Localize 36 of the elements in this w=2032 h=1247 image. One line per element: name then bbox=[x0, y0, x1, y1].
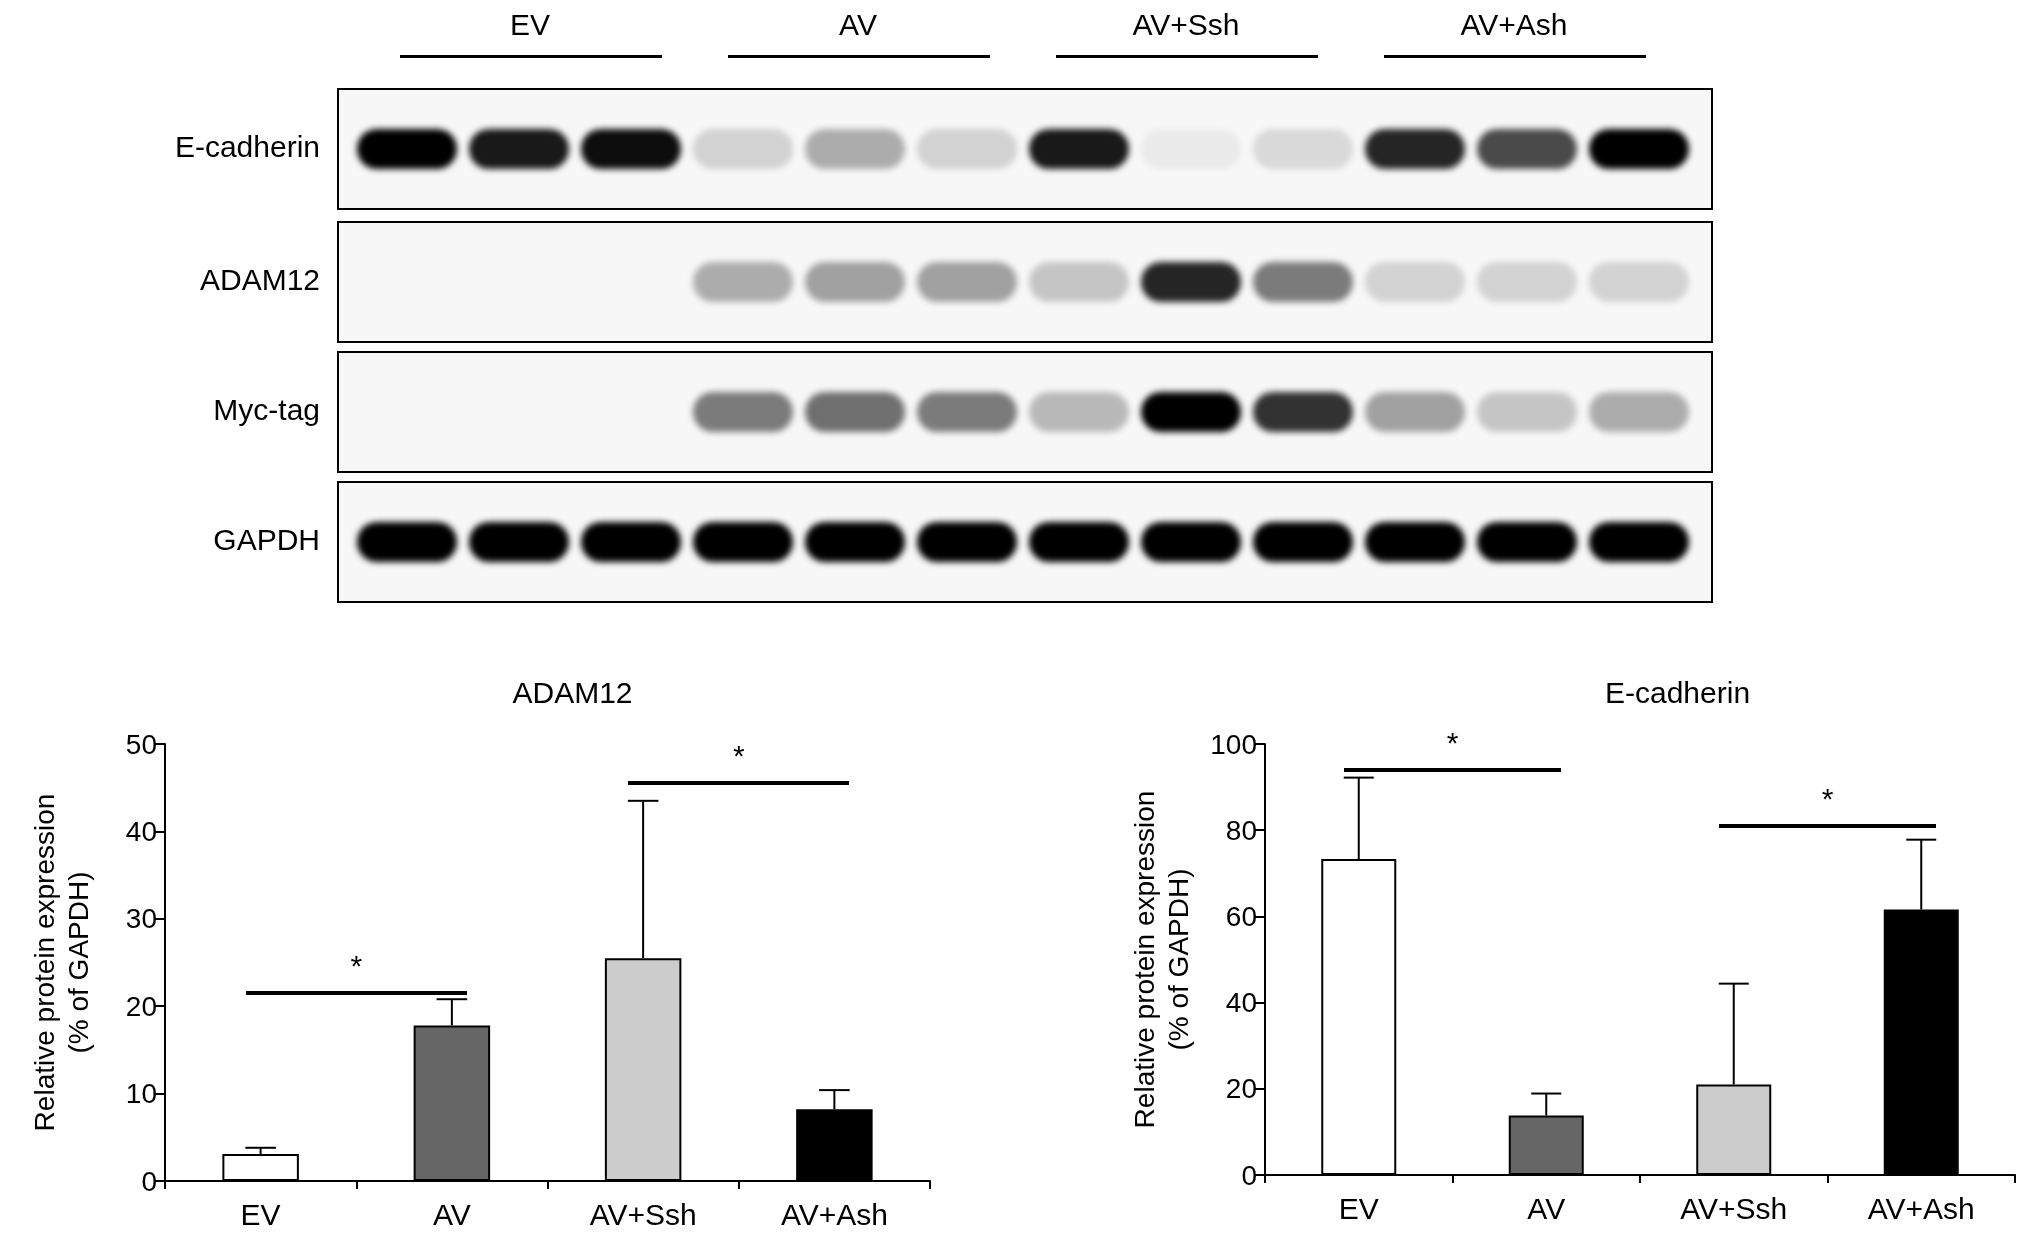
text: AV bbox=[838, 8, 878, 42]
x-tick-label: AV+Ssh bbox=[589, 1197, 697, 1231]
x-tick-label: AV bbox=[432, 1197, 471, 1231]
text: GAPDH bbox=[212, 523, 320, 557]
x-tick-label: AV+Ash bbox=[1867, 1191, 1975, 1225]
x-tick-label: EV bbox=[1338, 1191, 1379, 1225]
x-tick-label: EV bbox=[240, 1197, 281, 1231]
y-tick-label: 100 bbox=[1210, 728, 1257, 760]
text: EV bbox=[509, 8, 551, 42]
text: Myc-tag bbox=[212, 393, 320, 427]
x-tick-label: AV+Ash bbox=[780, 1197, 888, 1231]
y-axis-title: Relative protein expression (% of GAPDH) bbox=[1128, 790, 1194, 1129]
text: AV+Ssh bbox=[1131, 8, 1241, 42]
y-tick-label: 10 bbox=[125, 1078, 157, 1110]
y-tick-label: 0 bbox=[141, 1165, 157, 1197]
annotation: * bbox=[349, 948, 364, 983]
y-tick-label: 20 bbox=[1225, 1073, 1257, 1105]
x-tick-label: AV bbox=[1527, 1191, 1566, 1225]
text: E-cadherin bbox=[173, 130, 320, 164]
annotation: * bbox=[1820, 781, 1835, 816]
annotation: * bbox=[1445, 725, 1460, 760]
y-tick-label: 40 bbox=[1225, 987, 1257, 1019]
y-tick-label: 50 bbox=[125, 728, 157, 760]
y-tick-label: 40 bbox=[125, 815, 157, 847]
text: AV+Ash bbox=[1459, 8, 1569, 42]
annotation: * bbox=[731, 738, 746, 773]
y-tick-label: 80 bbox=[1225, 814, 1257, 846]
y-axis-title: Relative protein expression (% of GAPDH) bbox=[28, 793, 94, 1132]
chart-title: ADAM12 bbox=[512, 675, 633, 709]
y-tick-label: 20 bbox=[125, 990, 157, 1022]
y-tick-label: 30 bbox=[125, 903, 157, 935]
y-tick-label: 0 bbox=[1241, 1159, 1257, 1191]
text: ADAM12 bbox=[198, 263, 320, 297]
chart-title: E-cadherin bbox=[1605, 675, 1751, 709]
y-tick-label: 60 bbox=[1225, 900, 1257, 932]
x-tick-label: AV+Ssh bbox=[1680, 1191, 1788, 1225]
